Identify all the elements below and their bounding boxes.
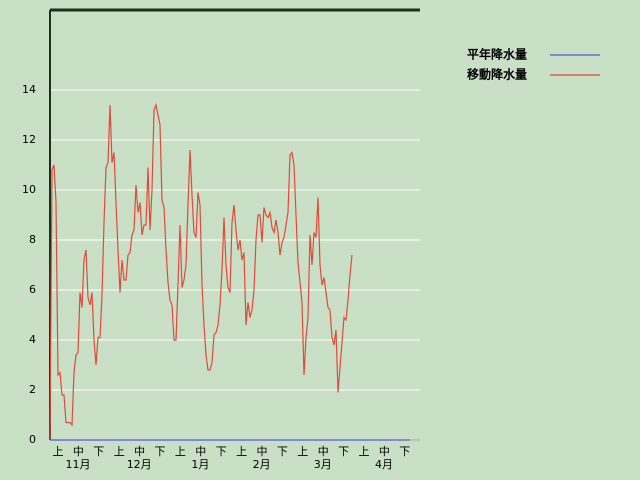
y-tick-label: 8 bbox=[29, 233, 36, 246]
x-tick-label: 中 bbox=[134, 445, 145, 458]
x-tick-label: 上 bbox=[236, 445, 247, 458]
x-tick-label: 下 bbox=[399, 445, 410, 458]
x-tick-label: 中 bbox=[73, 445, 84, 458]
x-tick-label: 上 bbox=[53, 445, 64, 458]
y-tick-label: 2 bbox=[29, 383, 36, 396]
x-tick-label: 上 bbox=[114, 445, 125, 458]
month-label: 3月 bbox=[314, 458, 332, 471]
y-tick-label: 10 bbox=[22, 183, 36, 196]
x-tick-label: 下 bbox=[338, 445, 349, 458]
x-tick-label: 中 bbox=[257, 445, 268, 458]
legend-label: 平年降水量 bbox=[467, 47, 527, 62]
month-label: 2月 bbox=[253, 458, 271, 471]
x-tick-label: 中 bbox=[195, 445, 206, 458]
y-tick-label: 6 bbox=[29, 283, 36, 296]
month-label: 1月 bbox=[191, 458, 209, 471]
x-tick-label: 下 bbox=[155, 445, 166, 458]
x-tick-label: 上 bbox=[175, 445, 186, 458]
x-tick-label: 中 bbox=[379, 445, 390, 458]
y-tick-label: 14 bbox=[22, 83, 36, 96]
x-tick-label: 中 bbox=[318, 445, 329, 458]
x-tick-label: 上 bbox=[297, 445, 308, 458]
month-label: 4月 bbox=[375, 458, 393, 471]
x-tick-label: 上 bbox=[359, 445, 370, 458]
y-tick-label: 4 bbox=[29, 333, 36, 346]
y-tick-label: 0 bbox=[29, 433, 36, 446]
legend-label: 移動降水量 bbox=[467, 67, 527, 82]
series-line bbox=[49, 102, 353, 441]
month-label: 12月 bbox=[127, 458, 152, 471]
y-tick-label: 12 bbox=[22, 133, 36, 146]
x-tick-label: 下 bbox=[277, 445, 288, 458]
x-tick-label: 下 bbox=[93, 445, 104, 458]
month-label: 11月 bbox=[66, 458, 91, 471]
x-tick-label: 下 bbox=[216, 445, 227, 458]
